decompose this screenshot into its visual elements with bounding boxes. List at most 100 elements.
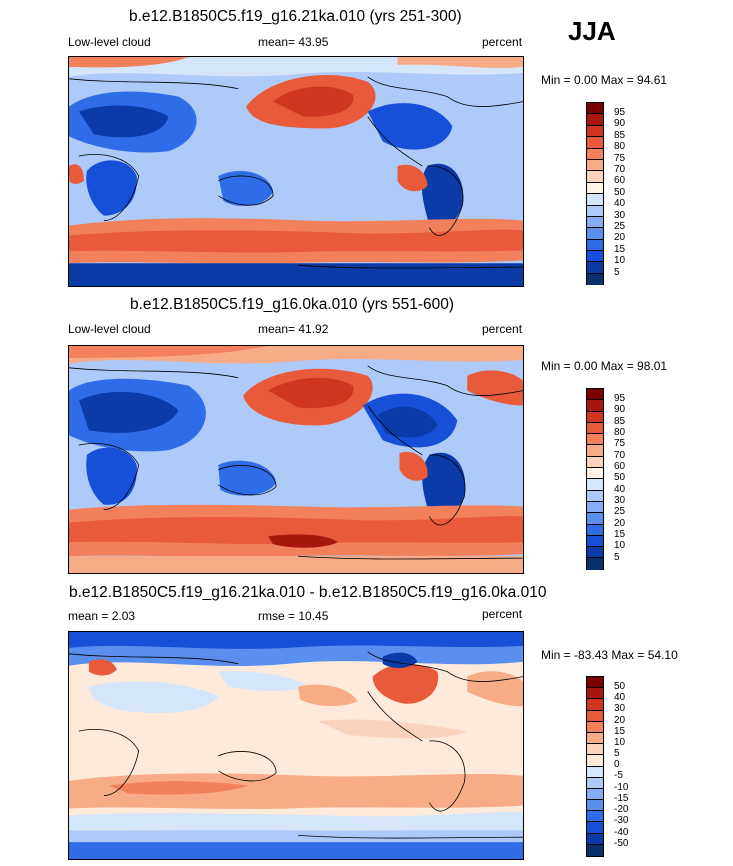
colorbar-swatch [587,262,603,274]
colorbar-tick: 50 [614,681,626,692]
colorbar-tick: 10 [614,737,626,748]
colorbar-tick: 15 [614,244,626,255]
colorbar-tick: 5 [614,267,620,278]
colorbar-tick: -30 [614,815,629,826]
panel-2-units-label: percent [482,322,523,336]
colorbar-swatch [587,468,603,480]
colorbar-swatch [587,445,603,457]
colorbar-tick: 5 [614,552,620,563]
colorbar-tick: 85 [614,130,626,141]
colorbar-tick: -40 [614,827,629,838]
colorbar-swatch [587,788,603,801]
colorbar-swatch [587,434,603,446]
colorbar-swatch [587,239,603,252]
colorbar-tick: 90 [614,118,626,129]
panel-2-variable-label: Low-level cloud [68,322,151,336]
panel-2-map [68,345,524,574]
colorbar-swatch [587,103,603,115]
colorbar-swatch [587,501,603,514]
panel-2-colorbar [586,388,604,570]
panel-2-minmax-label: Min = 0.00 Max = 98.01 [541,359,668,373]
colorbar-swatch [587,422,603,435]
colorbar-swatch [587,389,603,401]
colorbar-swatch [587,844,603,856]
colorbar-swatch [587,535,603,548]
colorbar-tick: 10 [614,255,626,266]
colorbar-swatch [587,721,603,733]
colorbar-tick: 60 [614,461,626,472]
colorbar-tick: 5 [614,748,620,759]
colorbar-tick: 20 [614,715,626,726]
colorbar-tick: 80 [614,427,626,438]
colorbar-swatch [587,251,603,263]
colorbar-swatch [587,822,603,834]
panel-2-mean-label: mean= 41.92 [258,322,329,336]
colorbar-tick: 20 [614,232,626,243]
colorbar-swatch [587,755,603,767]
colorbar-swatch [587,524,603,536]
panel-2-title: b.e12.B1850C5.f19_g16.0ka.010 (yrs 551-6… [130,296,455,313]
colorbar-swatch [587,159,603,172]
colorbar-swatch [587,182,603,195]
colorbar-swatch [587,744,603,756]
colorbar-tick: -50 [614,838,629,849]
colorbar-tick: 25 [614,221,626,232]
colorbar-swatch [587,411,603,423]
panel-1-variable-label: Low-level cloud [68,35,151,49]
panel-1-colorbar [586,102,604,286]
colorbar-swatch [587,171,603,183]
panel-3-rmse-label: rmse = 10.45 [258,609,329,623]
colorbar-swatch [587,137,603,149]
colorbar-tick: 15 [614,726,626,737]
panel-3-map-canvas [69,632,523,859]
colorbar-swatch [587,547,603,559]
colorbar-swatch [587,811,603,823]
colorbar-swatch [587,833,603,845]
colorbar-tick: -15 [614,793,629,804]
colorbar-swatch [587,205,603,217]
colorbar-tick: 90 [614,404,626,415]
panel-3-title: b.e12.B1850C5.f19_g16.21ka.010 - b.e12.B… [69,584,547,601]
colorbar-tick: 60 [614,175,626,186]
panel-1-minmax-label: Min = 0.00 Max = 94.61 [541,73,668,87]
panel-3-units-label: percent [482,607,523,621]
panel-1-units-label: percent [482,35,523,49]
colorbar-tick: 40 [614,692,626,703]
colorbar-tick: 40 [614,198,626,209]
panel-1-mean-label: mean= 43.95 [258,35,329,49]
colorbar-swatch [587,114,603,126]
colorbar-swatch [587,273,603,286]
colorbar-tick: 70 [614,450,626,461]
panel-1-map-canvas [69,57,523,286]
colorbar-swatch [587,732,603,745]
colorbar-tick: 0 [614,759,620,770]
colorbar-tick: 15 [614,529,626,540]
colorbar-swatch [587,194,603,206]
colorbar-swatch [587,490,603,502]
colorbar-tick: 50 [614,187,626,198]
colorbar-tick: 75 [614,153,626,164]
colorbar-tick: -10 [614,782,629,793]
colorbar-swatch [587,688,603,700]
colorbar-tick: 95 [614,393,626,404]
colorbar-tick: 30 [614,210,626,221]
colorbar-swatch [587,216,603,229]
panel-1-title: b.e12.B1850C5.f19_g16.21ka.010 (yrs 251-… [129,8,462,25]
colorbar-tick: 25 [614,506,626,517]
colorbar-tick: -20 [614,804,629,815]
colorbar-swatch [587,228,603,240]
colorbar-tick: 95 [614,107,626,118]
colorbar-swatch [587,558,603,570]
colorbar-swatch [587,766,603,778]
panel-1-map [68,56,524,287]
colorbar-swatch [587,699,603,711]
panel-3-mean-label: mean = 2.03 [68,609,136,623]
colorbar-tick: 10 [614,540,626,551]
colorbar-swatch [587,125,603,138]
colorbar-tick: 75 [614,438,626,449]
colorbar-swatch [587,479,603,491]
colorbar-swatch [587,400,603,412]
colorbar-swatch [587,800,603,812]
colorbar-swatch [587,677,603,689]
panel-3-minmax-label: Min = -83.43 Max = 54.10 [541,648,678,662]
